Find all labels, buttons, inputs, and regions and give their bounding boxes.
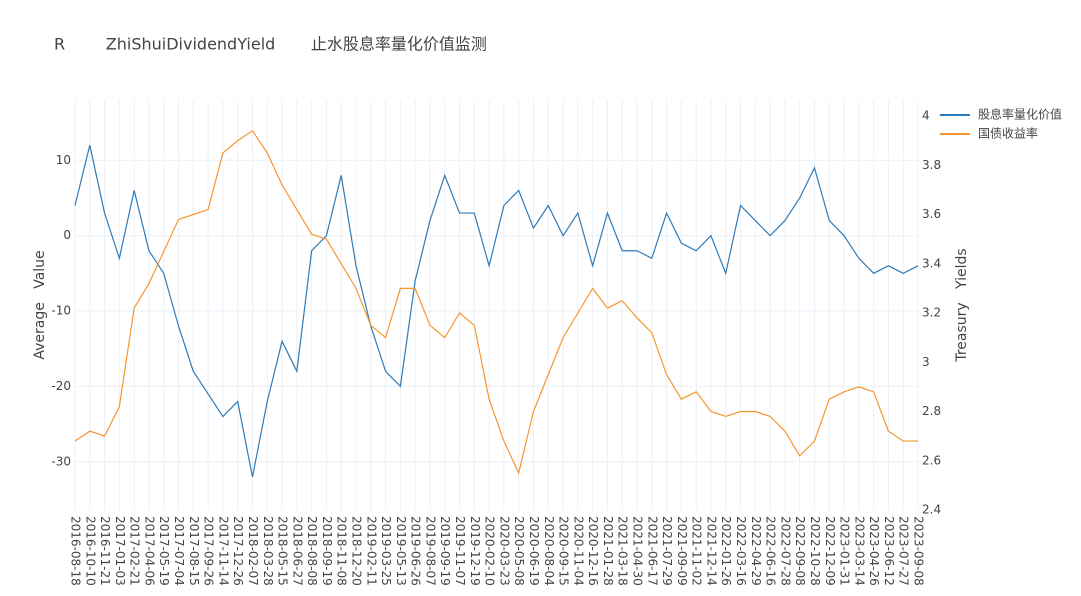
x-tick-label: 2017-07-04 xyxy=(172,516,186,586)
y2-tick-label: 2.4 xyxy=(922,503,941,517)
x-tick-label: 2017-11-14 xyxy=(216,516,230,586)
x-tick-label: 2018-06-27 xyxy=(290,516,304,586)
x-tick-label: 2017-04-06 xyxy=(142,516,156,586)
y2-axis-title: Treasury Yields xyxy=(954,248,970,362)
legend-label: 国债收益率 xyxy=(978,126,1038,141)
y2-tick-label: 3.2 xyxy=(922,306,941,320)
x-tick-label: 2020-12-16 xyxy=(586,516,600,586)
x-tick-label: 2020-05-08 xyxy=(512,516,526,586)
x-tick-label: 2021-01-28 xyxy=(601,516,615,586)
x-tick-label: 2022-06-16 xyxy=(764,516,778,586)
legend-label: 股息率量化价值 xyxy=(978,107,1062,122)
x-tick-label: 2020-03-23 xyxy=(497,516,511,586)
x-tick-label: 2017-12-26 xyxy=(231,516,245,586)
y2-tick-label: 3 xyxy=(922,355,930,369)
x-tick-label: 2019-11-07 xyxy=(453,516,467,586)
x-tick-label: 2020-08-04 xyxy=(542,516,556,586)
x-tick-label: 2021-04-30 xyxy=(631,516,645,586)
x-tick-label: 2020-02-10 xyxy=(483,516,497,586)
x-tick-label: 2021-06-17 xyxy=(645,516,659,586)
x-tick-label: 2021-09-09 xyxy=(675,516,689,586)
x-tick-label: 2022-12-09 xyxy=(823,516,837,586)
x-tick-label: 2019-03-25 xyxy=(379,516,393,586)
series-line xyxy=(74,145,919,477)
x-tick-label: 2023-03-14 xyxy=(852,516,866,586)
x-tick-label: 2018-12-20 xyxy=(350,516,364,586)
chart-title: R ZhiShuiDividendYield 止水股息率量化价值监测 xyxy=(54,35,487,54)
y2-tick-label: 4 xyxy=(922,109,930,123)
x-tick-label: 2017-09-26 xyxy=(202,516,216,586)
x-tick-label: 2021-07-29 xyxy=(660,516,674,586)
y-axis-title: Average Value xyxy=(32,250,48,359)
y2-tick-label: 3.8 xyxy=(922,158,941,172)
x-tick-label: 2019-09-19 xyxy=(438,516,452,586)
x-tick-label: 2019-05-13 xyxy=(394,516,408,586)
x-tick-label: 2019-08-07 xyxy=(423,516,437,586)
x-tick-label: 2016-10-10 xyxy=(83,516,97,586)
x-tick-label: 2018-05-15 xyxy=(276,516,290,586)
x-tick-label: 2017-05-19 xyxy=(157,516,171,586)
x-tick-label: 2022-09-08 xyxy=(793,516,807,586)
x-tick-label: 2021-12-14 xyxy=(704,516,718,586)
x-tick-label: 2022-01-26 xyxy=(719,516,733,586)
x-tick-label: 2016-08-18 xyxy=(69,516,83,586)
x-tick-label: 2023-09-08 xyxy=(912,516,926,586)
x-tick-label: 2022-03-16 xyxy=(734,516,748,586)
y-tick-label: 0 xyxy=(63,228,71,242)
x-tick-label: 2021-03-18 xyxy=(616,516,630,586)
x-tick-label: 2018-02-07 xyxy=(246,516,260,586)
x-tick-label: 2020-09-15 xyxy=(557,516,571,586)
y-tick-label: -20 xyxy=(51,379,71,393)
x-tick-label: 2023-04-26 xyxy=(867,516,881,586)
x-tick-label: 2022-10-28 xyxy=(808,516,822,586)
series-line xyxy=(74,129,918,475)
x-tick-label: 2021-11-02 xyxy=(690,516,704,586)
y2-tick-label: 3.6 xyxy=(922,207,941,221)
x-tick-label: 2017-01-03 xyxy=(113,516,127,586)
x-tick-label: 2023-06-12 xyxy=(882,516,896,586)
x-tick-label: 2019-02-11 xyxy=(364,516,378,586)
x-tick-label: 2019-06-26 xyxy=(409,516,423,586)
x-tick-label: 2019-12-19 xyxy=(468,516,482,586)
x-tick-label: 2022-04-29 xyxy=(749,516,763,586)
x-tick-label: 2022-07-28 xyxy=(778,516,792,586)
y2-tick-label: 3.4 xyxy=(922,256,941,270)
x-tick-label: 2020-11-04 xyxy=(571,516,585,586)
y2-tick-label: 2.8 xyxy=(922,404,941,418)
x-tick-label: 2023-01-31 xyxy=(838,516,852,586)
x-tick-label: 2018-03-28 xyxy=(261,516,275,586)
x-tick-label: 2020-06-19 xyxy=(527,516,541,586)
x-tick-label: 2023-07-27 xyxy=(897,516,911,586)
y-tick-label: -10 xyxy=(51,304,71,318)
x-tick-label: 2017-08-15 xyxy=(187,516,201,586)
x-tick-label: 2018-08-08 xyxy=(305,516,319,586)
y-tick-label: -30 xyxy=(51,454,71,468)
x-tick-label: 2018-09-19 xyxy=(320,516,334,586)
x-tick-label: 2018-11-08 xyxy=(335,516,349,586)
y-tick-label: 10 xyxy=(56,153,71,167)
x-tick-label: 2017-02-21 xyxy=(128,516,142,586)
x-tick-label: 2016-11-21 xyxy=(98,516,112,586)
y2-tick-label: 2.6 xyxy=(922,453,941,467)
